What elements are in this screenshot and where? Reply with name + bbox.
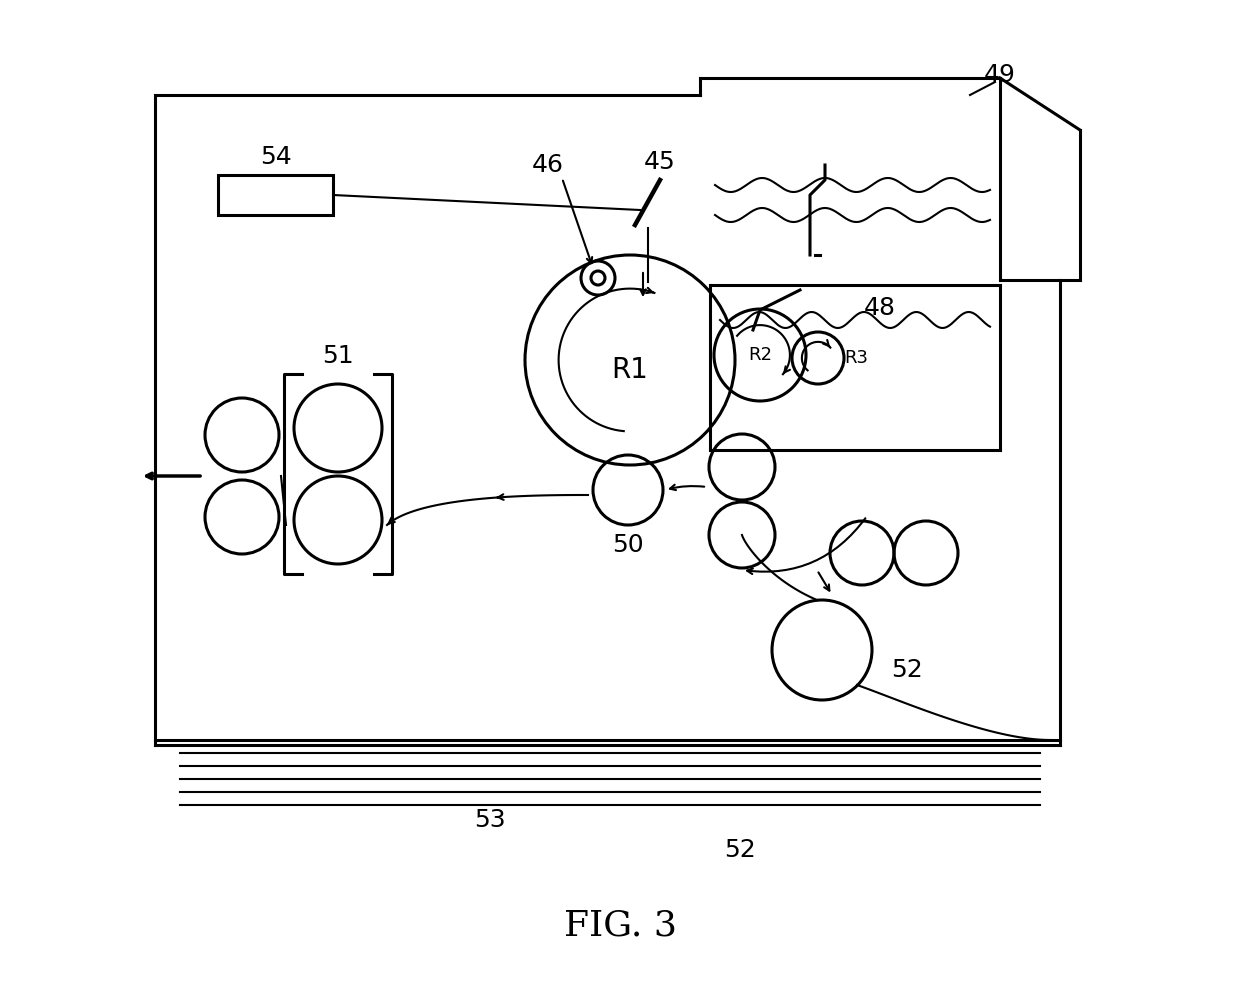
- Text: R3: R3: [844, 349, 868, 367]
- Text: 49: 49: [985, 63, 1016, 87]
- Text: 52: 52: [724, 838, 756, 862]
- Text: 51: 51: [322, 344, 353, 368]
- Text: 52: 52: [892, 658, 923, 682]
- Bar: [218, 175, 334, 215]
- Text: 46: 46: [532, 153, 564, 177]
- Text: 45: 45: [644, 150, 676, 174]
- Text: 48: 48: [864, 296, 897, 320]
- Text: 54: 54: [259, 145, 291, 169]
- Text: FIG. 3: FIG. 3: [563, 908, 677, 942]
- Text: 53: 53: [474, 808, 506, 832]
- Text: R2: R2: [748, 346, 773, 364]
- Text: R1: R1: [611, 356, 649, 384]
- Text: 50: 50: [613, 533, 644, 557]
